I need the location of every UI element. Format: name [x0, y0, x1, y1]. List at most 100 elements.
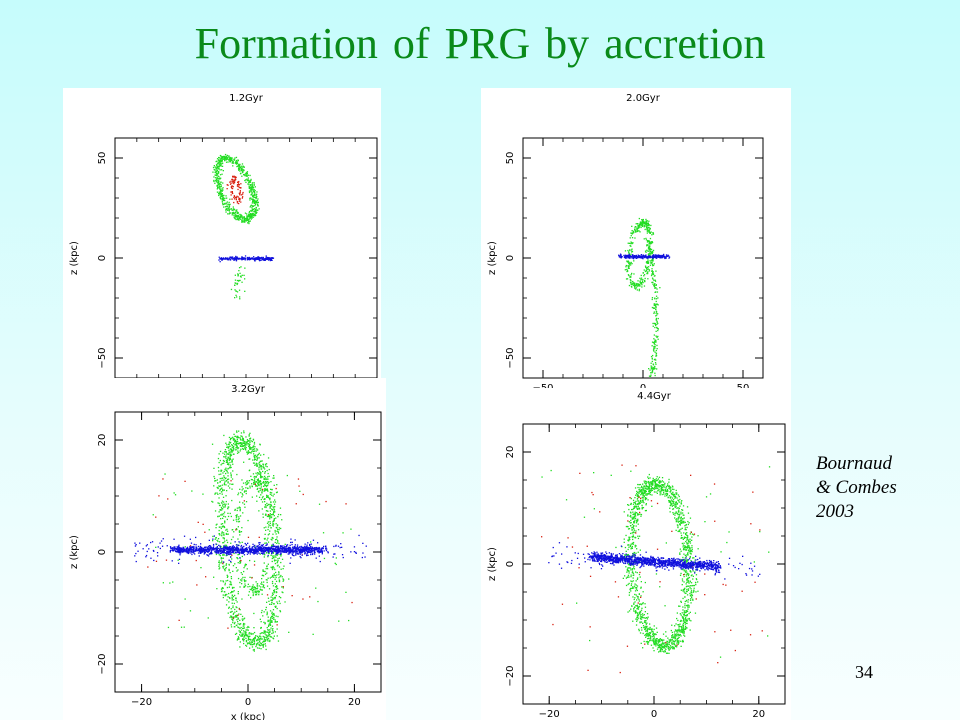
particle-ring [641, 280, 644, 283]
particle-ring [630, 235, 632, 237]
particle-disk [261, 544, 264, 547]
particle-disk [269, 549, 271, 551]
particle-ring [263, 562, 265, 564]
particle-disk [235, 547, 237, 549]
particle-ring [624, 269, 626, 271]
particle-ring [647, 259, 649, 261]
particle-ring [257, 479, 259, 481]
particle-core [239, 191, 241, 193]
particle-ring [241, 618, 243, 620]
particle-ring [234, 444, 236, 446]
particle-disk [307, 542, 309, 544]
particle-ring [236, 445, 238, 447]
particle-ring [228, 607, 230, 609]
particle-ring [227, 478, 230, 480]
particle-ring [221, 196, 223, 198]
particle-ring [223, 462, 225, 464]
particle-ring [245, 639, 248, 642]
particle-disk [295, 551, 297, 553]
particle-disk [362, 542, 364, 544]
particle-ring [269, 491, 271, 494]
particle-disk [285, 551, 287, 553]
particle-ring [245, 484, 247, 486]
particle-ring [228, 606, 230, 608]
particle-disk [253, 552, 256, 555]
particle-ring [236, 570, 238, 572]
particle-ring [218, 191, 220, 193]
particle-ring [237, 636, 239, 638]
particle-ring [270, 618, 272, 620]
particle-ring [219, 485, 221, 488]
particle-ring [249, 447, 252, 450]
particle-ring [272, 555, 274, 557]
particle-ring [273, 507, 275, 509]
particle-ring [235, 210, 237, 212]
particle-disk [249, 549, 251, 551]
particle-ring [233, 602, 235, 605]
particle-ring [235, 615, 238, 617]
particle-disk [252, 548, 254, 550]
particle-ring [242, 438, 244, 440]
particle-ring [251, 496, 253, 498]
particle-ring [629, 249, 631, 252]
particle-disk [620, 256, 623, 258]
particle-ring [652, 322, 654, 325]
particle-ring [219, 165, 222, 167]
particle-disk [178, 551, 180, 554]
particle-ring [247, 636, 249, 638]
particle-ring [645, 251, 647, 253]
particle-ring [281, 519, 283, 521]
particle-disk [233, 259, 235, 261]
particle-ring [222, 194, 224, 196]
particle-ring [638, 225, 640, 227]
particle-ring [219, 492, 221, 495]
particle-ring [213, 475, 215, 478]
particle-disk [265, 256, 267, 258]
particle-ring [222, 542, 224, 544]
particle-ring [243, 219, 246, 221]
particle-ring [271, 615, 273, 617]
particle-ring [655, 303, 657, 305]
particle-disk [250, 549, 253, 551]
particle-disk [204, 552, 206, 554]
particle-disk [229, 256, 231, 258]
particle-ring [254, 202, 256, 204]
particle-ring [228, 592, 230, 595]
particle-core [237, 182, 240, 184]
particle-ring [270, 494, 273, 496]
particle-ring [645, 237, 647, 240]
particle-ring [224, 202, 226, 205]
particle-ring [264, 504, 267, 506]
particle-ring [270, 481, 272, 483]
particle-ring [200, 567, 202, 569]
particle-disk [325, 549, 328, 552]
particle-disk [304, 546, 307, 549]
particle-ring [255, 211, 257, 213]
particle-ring [274, 511, 276, 513]
particle-disk [318, 546, 320, 549]
particle-ring [248, 191, 251, 194]
particle-ring [214, 169, 216, 171]
particle-ring [231, 590, 233, 593]
particle-disk [151, 541, 154, 543]
particle-ring [225, 467, 227, 469]
particle-core [240, 560, 242, 562]
particle-disk [225, 257, 227, 260]
particle-ring [247, 214, 249, 216]
particle-ring [247, 179, 249, 181]
particle-ring [281, 558, 284, 560]
particle-disk [196, 550, 199, 552]
particle-ring [648, 253, 651, 255]
particle-ring [265, 481, 267, 483]
particle-ring [218, 568, 220, 570]
particle-ring [255, 208, 257, 210]
particle-ring [255, 485, 257, 487]
particle-ring [230, 561, 232, 564]
particle-ring [262, 495, 264, 498]
particle-ring [183, 626, 185, 628]
particle-ring [273, 592, 275, 594]
particle-ring [280, 574, 282, 577]
particle-disk [261, 258, 264, 260]
particle-ring [265, 505, 267, 507]
particle-disk [259, 546, 261, 548]
